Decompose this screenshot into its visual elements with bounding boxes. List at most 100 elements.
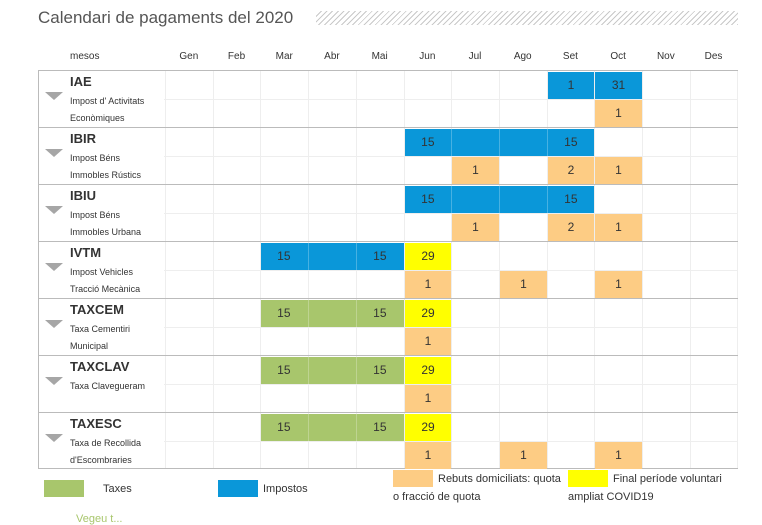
legend-label-final-1: Final període voluntari [613,473,722,485]
tax-desc-line1: Taxa Cementiri [70,324,131,334]
tax-code: IBIR [70,131,96,146]
tax-code: IVTM [70,245,102,260]
bar-divider [547,186,548,213]
expand-arrow-icon[interactable] [45,92,63,100]
direct-debit-cell: 1 [595,442,642,469]
legend-label-rebuts-1: Rebuts domiciliats: quota [438,473,561,485]
bar-divider [451,129,452,156]
period-end-label: 15 [564,135,578,149]
grid-vline [594,71,595,468]
direct-debit-cell: 1 [500,442,547,469]
month-header: Jun [419,51,436,62]
bar-divider [547,129,548,156]
row-separator [38,241,738,242]
row-separator [38,184,738,185]
period-start-label: 15 [277,420,291,434]
grid-hline [164,213,737,214]
grid-vline [690,71,691,468]
month-header: Mai [371,51,388,62]
bar-divider [356,300,357,327]
tax-desc-line1: Impost Béns [70,153,121,163]
period-bar-yellow: 29 [405,300,451,327]
expand-arrow-icon[interactable] [45,149,63,157]
bar-divider [308,357,309,384]
grid-vline [642,71,643,468]
grid-vline [499,71,500,468]
tax-desc-line1: Taxa Clavegueram [70,381,146,391]
tax-desc-line2: d'Escombraries [70,455,132,465]
period-bar-green [261,414,404,441]
expand-arrow-icon[interactable] [45,206,63,214]
period-end-label: 15 [373,363,387,377]
period-bar-blue [261,243,404,270]
month-header: Des [704,51,723,62]
legend-label-impostos: Impostos [263,483,308,495]
direct-debit-cell: 1 [452,157,499,184]
direct-debit-cell: 2 [548,214,594,241]
tax-code: TAXESC [70,416,122,431]
tax-desc-line1: Impost d' Activitats [70,96,145,106]
period-bar-blue: 1 [548,72,594,99]
grid-hline [164,156,737,157]
tax-desc-line1: Impost Béns [70,210,121,220]
expand-arrow-icon[interactable] [45,320,63,328]
period-bar-green [261,357,404,384]
period-end-label: 15 [564,192,578,206]
tax-code: IAE [70,74,92,89]
months-label: mesos [70,51,100,62]
month-header: Nov [656,51,675,62]
row-separator [38,298,738,299]
direct-debit-cell: 1 [595,100,642,127]
tax-code: TAXCEM [70,302,124,317]
grid-hline [164,384,737,385]
period-bar-blue [405,186,594,213]
period-bar-blue: 31 [595,72,642,99]
period-bar-yellow: 29 [405,357,451,384]
row-separator [38,355,738,356]
tax-desc-line1: Impost Vehicles [70,267,134,277]
month-header: Set [562,51,578,62]
direct-debit-cell: 1 [405,385,451,412]
direct-debit-cell: 1 [595,271,642,298]
page-title: Calendari de pagaments del 2020 [38,8,294,27]
bar-divider [499,129,500,156]
expand-arrow-icon[interactable] [45,263,63,271]
period-bar-yellow: 29 [405,243,451,270]
period-end-label: 15 [373,306,387,320]
direct-debit-cell: 1 [452,214,499,241]
grid-vline [404,71,405,468]
grid-vline [547,71,548,468]
direct-debit-cell: 1 [595,214,642,241]
direct-debit-cell: 2 [548,157,594,184]
period-start-label: 15 [277,306,291,320]
tax-desc-line2: Tracció Mecànica [70,284,141,294]
month-header: Ago [513,51,532,62]
legend-label-taxes: Taxes [103,483,132,495]
grid-vline [260,71,261,468]
grid-vline [451,71,452,468]
row-separator [38,127,738,128]
grid-hline [164,327,737,328]
direct-debit-cell: 1 [595,157,642,184]
tax-code: IBIU [70,188,96,203]
tax-desc-line2: Immobles Urbana [70,227,142,237]
month-header: Jul [468,51,482,62]
month-header: Abr [324,51,340,62]
bar-divider [451,186,452,213]
tax-desc-line2: Immobles Rústics [70,170,142,180]
legend-label-final-2: ampliat COVID19 [568,491,654,503]
grid-vline [737,71,738,468]
bar-divider [308,414,309,441]
legend-label-rebuts-2: o fracció de quota [393,491,481,503]
period-start-label: 15 [277,249,291,263]
expand-arrow-icon[interactable] [45,377,63,385]
bar-divider [308,243,309,270]
title-decoration [316,11,738,25]
grid-hline [164,99,737,100]
period-bar-green [261,300,404,327]
footer-link-text[interactable]: Vegeu t... [76,513,123,525]
direct-debit-cell: 1 [405,442,451,469]
bar-divider [499,186,500,213]
period-start-label: 15 [421,135,435,149]
expand-arrow-icon[interactable] [45,434,63,442]
